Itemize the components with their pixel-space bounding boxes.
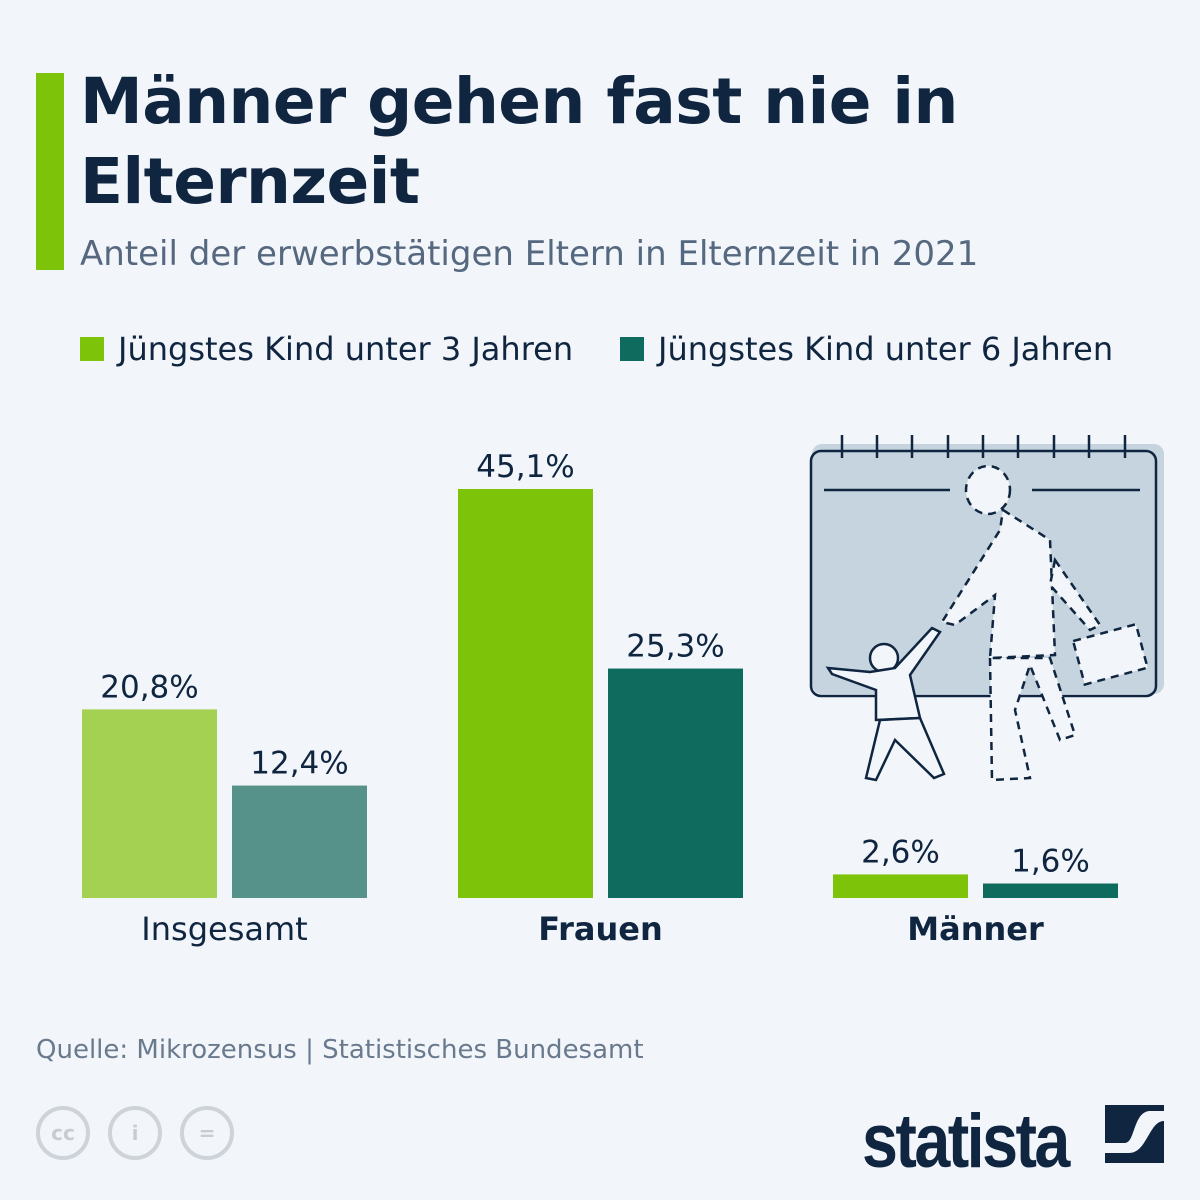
legend-item-series1: Jüngstes Kind unter 3 Jahren	[80, 330, 573, 368]
bar-insgesamt-series1	[82, 709, 217, 898]
category-label: Frauen	[538, 910, 662, 948]
accent-bar	[36, 73, 64, 270]
legend-swatch	[80, 337, 104, 361]
category-label: Männer	[907, 910, 1044, 948]
nd-icon[interactable]: =	[180, 1106, 234, 1160]
statista-logo[interactable]: statista	[862, 1099, 1070, 1184]
chart-title: Männer gehen fast nie in Elternzeit	[80, 65, 958, 218]
data-label: 20,8%	[100, 669, 198, 705]
data-label: 25,3%	[626, 629, 724, 665]
cc-icon[interactable]: cc	[36, 1106, 90, 1160]
data-label: 45,1%	[476, 449, 574, 485]
by-icon[interactable]: i	[108, 1106, 162, 1160]
data-label: 2,6%	[861, 834, 940, 870]
bar-männer-series2	[983, 883, 1118, 898]
data-label: 12,4%	[250, 746, 348, 782]
legend-label: Jüngstes Kind unter 3 Jahren	[118, 330, 574, 368]
bar-insgesamt-series2	[232, 785, 367, 898]
legend-swatch	[620, 337, 644, 361]
data-label: 1,6%	[1011, 843, 1090, 879]
chart-subtitle: Anteil der erwerbstätigen Eltern in Elte…	[80, 234, 979, 274]
legend-item-series2: Jüngstes Kind unter 6 Jahren	[620, 330, 1113, 368]
legend-label: Jüngstes Kind unter 6 Jahren	[658, 330, 1114, 368]
source-note: Quelle: Mikrozensus | Statistisches Bund…	[36, 1035, 644, 1065]
bar-männer-series1	[833, 874, 968, 898]
category-label: Insgesamt	[141, 910, 307, 948]
calendar-illustration-icon	[809, 435, 1164, 782]
bar-frauen-series1	[458, 489, 593, 898]
statista-logo-icon	[1105, 1105, 1164, 1163]
bar-frauen-series2	[608, 668, 743, 898]
